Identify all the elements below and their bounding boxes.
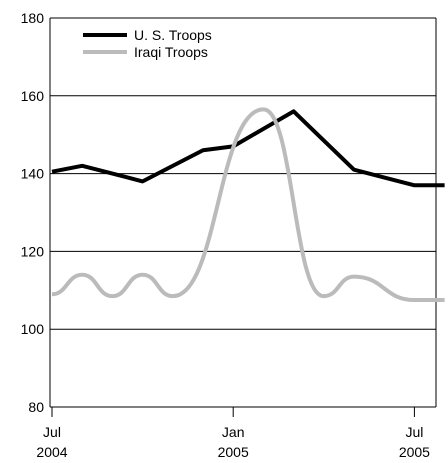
x-tick-label-month-0: Jul <box>43 424 61 440</box>
x-tick-label-year-2: 2005 <box>399 444 430 460</box>
axes <box>49 18 437 417</box>
grid-lines <box>50 17 436 408</box>
y-tick-label-120: 120 <box>21 243 45 259</box>
legend-label-iraqi-troops: Iraqi Troops <box>134 44 208 60</box>
x-tick-label-year-0: 2004 <box>36 444 67 460</box>
series-lines <box>51 107 445 303</box>
y-tick-label-160: 160 <box>21 88 45 104</box>
x-tick-label-month-2: Jul <box>405 424 423 440</box>
y-tick-label-80: 80 <box>28 399 44 415</box>
series-line-us-troops <box>51 109 445 188</box>
series-line-iraqi-troops <box>51 107 445 303</box>
y-tick-label-140: 140 <box>21 166 45 182</box>
tick-labels: 80 100 120 140 160 180 Jul 2004 Jan 2005 Jul 2005 <box>21 10 431 460</box>
y-tick-label-180: 180 <box>21 10 45 26</box>
x-tick-label-year-1: 2005 <box>218 444 249 460</box>
legend-label-us-troops: U. S. Troops <box>134 27 212 43</box>
y-tick-label-100: 100 <box>21 321 45 337</box>
x-tick-label-month-1: Jan <box>222 424 245 440</box>
